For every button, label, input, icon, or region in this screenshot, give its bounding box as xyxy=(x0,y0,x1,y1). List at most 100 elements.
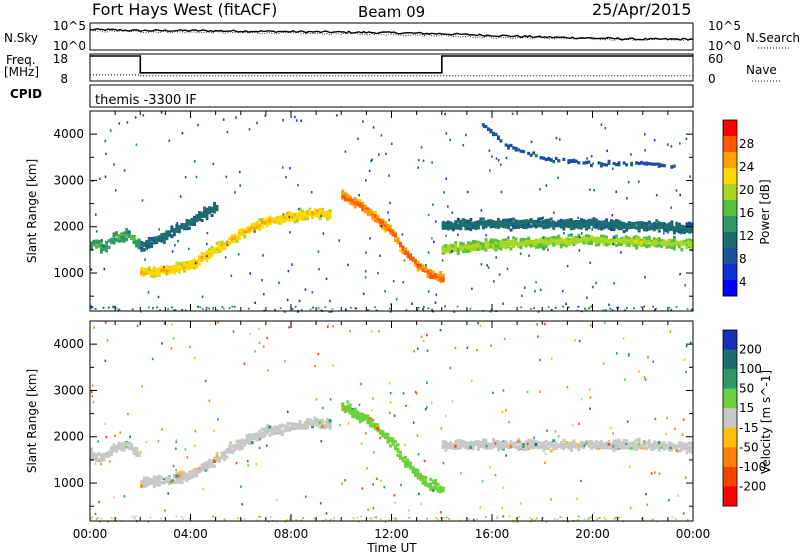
rti-cell xyxy=(630,153,632,156)
rti-cell xyxy=(225,450,229,454)
rti-cell xyxy=(193,222,196,226)
rti-cell xyxy=(569,237,573,242)
rti-cell xyxy=(160,111,163,114)
rti-cell xyxy=(544,444,548,448)
rti-cell xyxy=(371,158,373,161)
rti-cell xyxy=(544,452,547,455)
rti-cell xyxy=(175,474,179,478)
rti-cell xyxy=(617,222,621,226)
rti-cell xyxy=(177,269,181,273)
rti-cell xyxy=(672,229,676,233)
rti-cell xyxy=(155,236,159,240)
rti-cell xyxy=(612,167,614,170)
rti-cell xyxy=(481,480,484,483)
rti-cell xyxy=(406,458,410,462)
rti-cell xyxy=(454,446,458,450)
rti-cell xyxy=(125,443,129,447)
rti-cell xyxy=(574,339,576,342)
rti-cell xyxy=(474,441,478,445)
rti-cell xyxy=(642,443,646,447)
rti-cell xyxy=(446,446,450,450)
rti-cell xyxy=(532,239,536,243)
rti-cell xyxy=(644,378,647,381)
rti-cell xyxy=(112,234,116,238)
rti-cell xyxy=(586,157,588,160)
rti-cell xyxy=(389,307,391,310)
rti-cell xyxy=(198,469,201,473)
rti-cell xyxy=(638,370,640,373)
rti-cell xyxy=(647,162,651,166)
rti-cell xyxy=(160,481,164,485)
rti-cell xyxy=(280,432,284,437)
rti-cell xyxy=(142,248,146,252)
rti-cell xyxy=(680,447,684,451)
rti-cell xyxy=(444,248,448,252)
rti-cell xyxy=(416,434,419,437)
rti-cell xyxy=(681,433,684,436)
rti-cell xyxy=(326,210,330,214)
rti-cell xyxy=(394,444,397,448)
rti-cell xyxy=(250,223,254,227)
rti-cell xyxy=(522,219,526,223)
rti-cell xyxy=(492,131,495,135)
rti-cell xyxy=(615,516,617,519)
rti-cell xyxy=(687,519,689,522)
rti-cell xyxy=(577,240,581,244)
rti-cell xyxy=(95,241,98,245)
rti-cell xyxy=(547,157,551,161)
rti-cell xyxy=(406,251,410,255)
rti-cell xyxy=(165,232,169,236)
rti-cell xyxy=(607,221,611,225)
rti-cell xyxy=(311,211,314,216)
y-tick-label: 4000 xyxy=(53,127,84,141)
rti-cell xyxy=(632,243,636,247)
rti-cell xyxy=(140,246,144,250)
rti-cell xyxy=(654,471,656,474)
rti-cell xyxy=(220,240,224,244)
rti-cell xyxy=(260,220,264,224)
rti-cell xyxy=(316,209,319,213)
rti-cell xyxy=(360,382,362,386)
rti-cell xyxy=(595,218,598,222)
rti-cell xyxy=(547,225,551,229)
rti-cell xyxy=(557,238,561,242)
rti-cell xyxy=(409,466,412,470)
rti-cell xyxy=(663,232,665,235)
rti-cell xyxy=(125,234,129,238)
rti-cell xyxy=(97,516,99,519)
rti-cell xyxy=(680,226,684,230)
rti-cell xyxy=(118,122,121,125)
rti-cell xyxy=(640,443,644,447)
rti-cell xyxy=(688,222,691,226)
rti-cell xyxy=(405,309,408,311)
rti-cell xyxy=(583,444,585,447)
rti-cell xyxy=(101,238,103,242)
rti-cell xyxy=(177,479,181,483)
rti-cell xyxy=(509,445,513,449)
rti-cell xyxy=(145,245,149,249)
rti-cell xyxy=(542,156,546,160)
rti-cell xyxy=(213,204,216,208)
rti-cell xyxy=(449,138,451,142)
rti-cell xyxy=(115,307,118,309)
rti-cell xyxy=(213,208,216,212)
rti-cell xyxy=(625,243,629,247)
rti-cell xyxy=(667,222,671,226)
rti-cell xyxy=(379,436,381,440)
rti-cell xyxy=(106,339,109,342)
rti-cell xyxy=(230,274,233,277)
rti-cell xyxy=(605,163,608,167)
rti-cell xyxy=(373,213,377,218)
rti-cell xyxy=(542,445,546,449)
rti-cell xyxy=(469,225,473,229)
rti-cell xyxy=(469,440,473,444)
rti-cell xyxy=(140,240,144,244)
rti-cell xyxy=(258,434,262,438)
rti-cell xyxy=(110,452,113,457)
rti-cell xyxy=(451,247,455,251)
rti-cell xyxy=(217,418,219,421)
rti-cell xyxy=(509,228,513,232)
rti-cell xyxy=(434,273,438,277)
rti-cell xyxy=(235,439,239,443)
rti-cell xyxy=(557,223,561,227)
